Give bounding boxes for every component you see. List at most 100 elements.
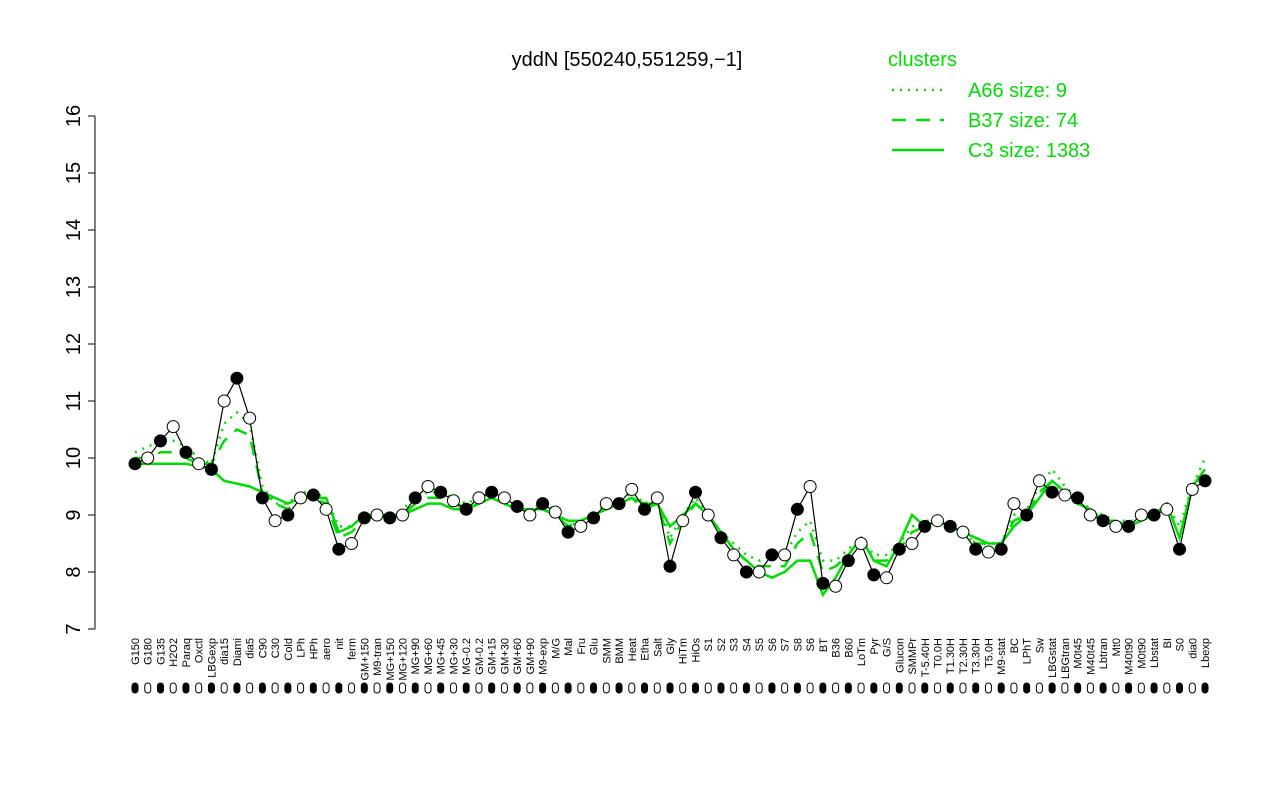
x-tick-label: M/G (550, 638, 562, 659)
category-marker (284, 682, 292, 694)
data-point (1160, 502, 1174, 516)
y-tick-label: 10 (63, 447, 85, 469)
data-point (485, 485, 499, 499)
data-point (332, 542, 346, 556)
category-marker (182, 682, 190, 694)
category-marker (615, 682, 623, 694)
data-point (192, 457, 206, 471)
x-tick-label: Mal (563, 638, 575, 656)
category-marker (1176, 682, 1184, 694)
x-tick-label: S1 (703, 638, 715, 651)
x-tick-label: MG+60 (423, 638, 435, 674)
category-marker (1061, 682, 1069, 694)
x-tick-label: SMM (601, 638, 613, 664)
x-tick-label: dia0 (1187, 638, 1199, 659)
data-point (676, 514, 690, 528)
category-marker (934, 682, 941, 694)
data-point (536, 497, 550, 511)
x-tick-label: MG+90 (410, 638, 422, 674)
x-tick-label: T2.30H (958, 638, 970, 674)
y-tick-label: 14 (63, 219, 85, 241)
category-marker (1112, 682, 1120, 694)
data-point (969, 542, 983, 556)
x-tick-label: MG+30 (448, 638, 460, 674)
x-tick-label: GM+15 (487, 638, 499, 674)
category-marker (844, 682, 852, 694)
x-tick-label: BC (1009, 638, 1021, 653)
data-point (981, 545, 995, 559)
category-marker (1150, 682, 1158, 694)
x-tick-label: nit (334, 638, 346, 650)
data-point (638, 502, 652, 516)
category-marker (704, 682, 712, 694)
category-marker (602, 682, 610, 694)
category-marker (1048, 682, 1056, 694)
data-point (370, 508, 384, 522)
data-point (128, 457, 142, 471)
data-point (434, 485, 448, 499)
data-point (867, 568, 881, 582)
y-tick-label: 8 (63, 566, 85, 577)
data-point (663, 559, 677, 573)
legend-label: C3 size: 1383 (968, 140, 1090, 162)
x-tick-label: HiOs (690, 638, 702, 663)
data-point (599, 497, 613, 511)
data-point (179, 445, 193, 459)
category-marker (500, 682, 508, 694)
category-marker (386, 682, 394, 694)
category-marker (691, 682, 699, 694)
x-tick-label: G180 (143, 638, 155, 665)
x-tick-label: S8 (792, 638, 804, 651)
x-tick-label: S4 (741, 638, 753, 651)
category-marker (424, 682, 432, 694)
category-marker (156, 682, 164, 694)
data-point (319, 502, 333, 516)
category-marker (768, 682, 776, 694)
x-tick-label: S6 (805, 638, 817, 651)
x-tick-label: MG+120 (398, 638, 410, 681)
x-tick-label: M0t45 (1073, 638, 1085, 669)
category-marker (628, 682, 636, 694)
y-tick-label: 16 (63, 105, 85, 127)
data-point (268, 514, 282, 528)
data-point (306, 488, 320, 502)
data-point (217, 394, 231, 408)
x-tick-label: Mt0 (1111, 638, 1123, 656)
category-marker (908, 682, 916, 694)
category-marker (360, 682, 368, 694)
data-point (765, 548, 779, 562)
category-marker (730, 682, 738, 694)
x-tick-label: Paraq (181, 638, 193, 667)
data-point (1147, 508, 1161, 522)
category-marker (679, 682, 687, 694)
data-point (396, 508, 409, 522)
data-point (587, 511, 601, 525)
category-marker (475, 682, 483, 694)
chart-title: yddN [550240,551259,−1] (512, 49, 743, 71)
data-point (497, 491, 511, 505)
category-marker (169, 682, 177, 694)
category-marker (1023, 682, 1031, 694)
category-marker (590, 682, 598, 694)
x-tick-label: Glucon (894, 638, 906, 673)
data-point (230, 371, 244, 385)
x-tick-label: Glu (589, 638, 601, 655)
x-tick-label: C90 (257, 638, 269, 658)
category-marker (1137, 682, 1145, 694)
data-point (1198, 474, 1212, 488)
x-tick-label: T0.0H (933, 638, 945, 668)
category-marker (348, 682, 356, 694)
x-tick-label: Sw (1034, 638, 1046, 653)
x-tick-label: LPhT (1022, 638, 1034, 665)
data-point (931, 514, 944, 528)
data-point (408, 491, 422, 505)
x-tick-label: BT (818, 638, 830, 652)
data-point (141, 451, 155, 465)
category-marker (1010, 682, 1018, 694)
data-point (383, 511, 397, 525)
category-marker (1201, 682, 1209, 694)
category-marker (488, 682, 496, 694)
x-tick-label: LBGexp (206, 638, 218, 678)
category-marker (1125, 682, 1133, 694)
data-point (841, 554, 855, 568)
